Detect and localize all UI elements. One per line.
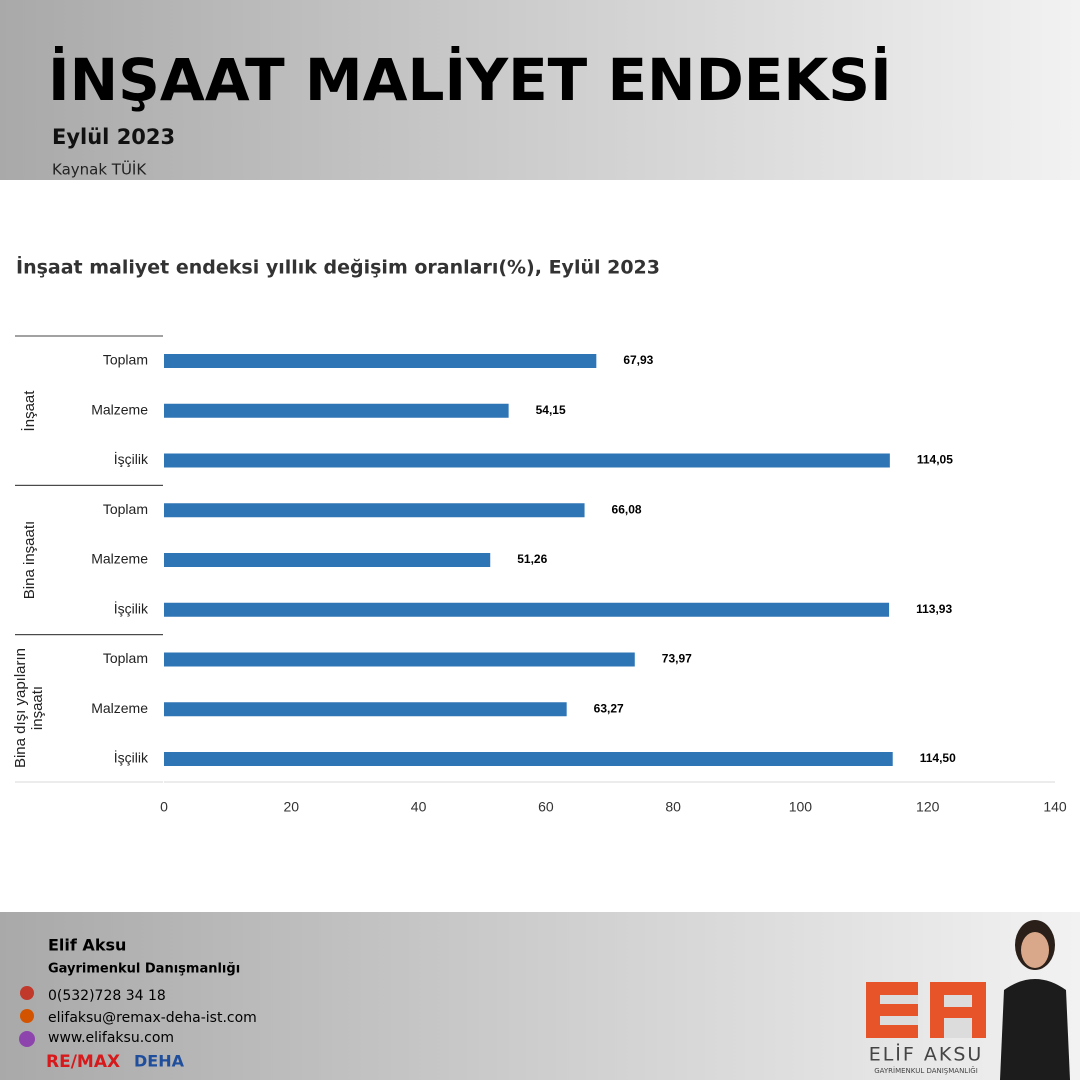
value-label: 114,50 [920, 751, 956, 765]
x-tick-label: 120 [916, 799, 940, 815]
y-tick-label: Toplam [103, 650, 148, 666]
logo-e-cut [880, 1016, 918, 1025]
bar [164, 453, 890, 468]
x-tick-label: 60 [538, 799, 554, 815]
x-tick-label: 100 [789, 799, 813, 815]
value-label: 51,26 [517, 552, 547, 566]
bar [164, 403, 509, 418]
source: Kaynak TÜİK [52, 160, 147, 179]
value-label: 66,08 [612, 502, 642, 516]
header-bg [0, 0, 1080, 180]
value-label: 114,05 [917, 453, 953, 467]
bar [164, 553, 491, 567]
website: www.elifaksu.com [48, 1030, 174, 1046]
logo-name: ELİF AKSU [869, 1043, 984, 1066]
y-tick-label: Toplam [103, 501, 148, 517]
bar [164, 503, 585, 518]
y-tick-label: İşçilik [114, 599, 149, 616]
portrait-body [1000, 979, 1070, 1080]
bar [164, 702, 567, 717]
logo-a-cut [944, 1018, 972, 1038]
y-tick-label: Malzeme [91, 551, 148, 567]
y-tick-label: İşçilik [114, 749, 149, 766]
logo-e-cut [880, 995, 918, 1004]
value-label: 54,15 [536, 403, 566, 417]
portrait-face [1021, 932, 1049, 968]
mail-icon [20, 1009, 34, 1023]
bar [164, 752, 893, 766]
y-tick-label: Malzeme [91, 700, 148, 716]
value-label: 73,97 [662, 652, 692, 666]
y-tick-label: Malzeme [91, 401, 148, 417]
chart-title: İnşaat maliyet endeksi yıllık değişim or… [16, 255, 660, 279]
group-label: Bina inşaatı [20, 520, 38, 600]
phone: 0(532)728 34 18 [48, 988, 166, 1004]
group-label: Bina dışı yapıların inşaatı [12, 648, 46, 769]
agent-role: Gayrimenkul Danışmanlığı [48, 962, 240, 977]
page-title: İNŞAAT MALİYET ENDEKSİ [48, 45, 892, 114]
group-label: İnşaat [20, 390, 38, 432]
value-label: 67,93 [623, 353, 653, 367]
web-icon [19, 1031, 35, 1047]
y-tick-label: İşçilik [114, 450, 149, 467]
logo-sub: GAYRİMENKUL DANIŞMANLIĞI [874, 1066, 978, 1075]
logo-mark [866, 982, 986, 1038]
value-label: 113,93 [916, 602, 952, 616]
x-tick-label: 40 [411, 799, 427, 815]
office: DEHA [134, 1052, 185, 1071]
email: elifaksu@remax-deha-ist.com [48, 1010, 257, 1026]
x-tick-label: 0 [160, 799, 168, 815]
logo-a-cut [944, 995, 972, 1007]
brand: RE/MAX [46, 1052, 120, 1072]
value-label: 63,27 [594, 701, 624, 715]
logo-e [866, 982, 918, 1038]
subtitle: Eylül 2023 [52, 125, 175, 149]
bar [164, 354, 597, 368]
x-tick-label: 80 [665, 799, 681, 815]
agent-name: Elif Aksu [48, 936, 126, 955]
phone-icon [20, 986, 34, 1000]
bar [164, 652, 635, 667]
portrait [1000, 920, 1070, 1080]
x-tick-label: 140 [1043, 799, 1067, 815]
bar [164, 602, 890, 617]
x-tick-label: 20 [283, 799, 299, 815]
y-tick-label: Toplam [103, 352, 148, 368]
